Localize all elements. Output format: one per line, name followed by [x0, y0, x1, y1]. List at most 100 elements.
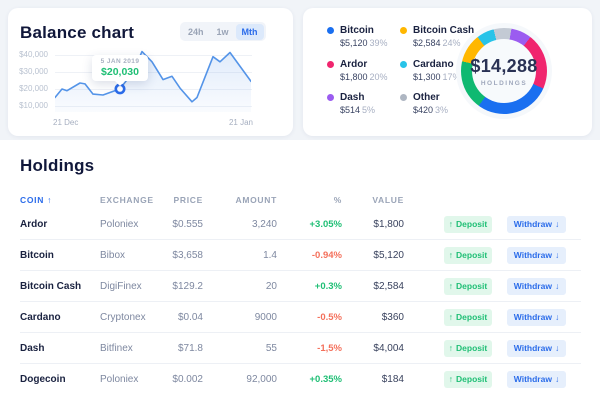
arrow-down-icon: ↓ [554, 250, 560, 260]
legend-item-ardor: Ardor $1,800 20% [327, 58, 400, 92]
legend-coin-name: Ardor [340, 58, 368, 70]
column-header-exchange[interactable]: EXCHANGE [100, 195, 160, 205]
withdraw-button[interactable]: Withdraw ↓ [507, 215, 566, 233]
legend-percent: 20% [369, 71, 388, 82]
coin-name: Bitcoin Cash [20, 280, 82, 292]
row-actions: ↑ Deposit Withdraw ↓ [404, 308, 581, 326]
column-header-coin[interactable]: COIN ↑ [20, 195, 100, 205]
sort-asc-icon: ↑ [47, 194, 53, 205]
portfolio-card: Bitcoin $5,120 39% Bitcoin Cash $2,584 24% Ard… [303, 8, 592, 136]
arrow-down-icon: ↓ [554, 343, 560, 353]
column-label: EXCHANGE [100, 194, 154, 205]
arrow-up-icon: ↑ [448, 219, 454, 229]
table-header-row: COIN ↑ EXCHANGE PRICE AMOUNT% VALUE [20, 190, 581, 209]
withdraw-button[interactable]: Withdraw ↓ [507, 339, 566, 357]
y-axis-tick: $10,000 [19, 101, 48, 110]
holding-value: $2,584 [373, 280, 404, 292]
holding-value: $1,800 [373, 218, 404, 230]
exchange-name: DigiFinex [100, 280, 142, 292]
withdraw-label: Withdraw [513, 374, 552, 384]
deposit-button[interactable]: ↑ Deposit [444, 308, 492, 326]
exchange-name: Poloniex [100, 373, 139, 385]
percent-change: -1,5% [317, 342, 342, 354]
legend-text: Bitcoin $5,120 39% [340, 24, 388, 58]
deposit-button[interactable]: ↑ Deposit [444, 370, 492, 388]
percent-change: +0.35% [309, 373, 343, 385]
arrow-up-icon: ↑ [448, 343, 454, 353]
tab-24h[interactable]: 24h [188, 26, 204, 37]
legend-percent: 24% [442, 38, 461, 48]
coin-amount: 1.4 [263, 249, 277, 261]
legend-value: $1,300 [413, 71, 441, 82]
deposit-button[interactable]: ↑ Deposit [444, 246, 492, 264]
arrow-down-icon: ↓ [554, 281, 560, 291]
legend-value: $514 [340, 105, 361, 115]
row-actions: ↑ Deposit Withdraw ↓ [404, 277, 581, 295]
x-axis-labels: 21 Dec 21 Jan [53, 118, 253, 127]
balance-chart-title: Balance chart [20, 23, 135, 42]
deposit-button[interactable]: ↑ Deposit [444, 339, 492, 357]
legend-value-line: $514 5% [340, 105, 375, 115]
tab-mth[interactable]: Mth [235, 23, 264, 40]
holding-value: $360 [381, 311, 404, 323]
withdraw-label: Withdraw [513, 343, 552, 353]
portfolio-legend: Bitcoin $5,120 39% Bitcoin Cash $2,584 24% Ard… [327, 24, 475, 125]
legend-value-line: $2,584 24% [413, 38, 474, 48]
holding-value: $5,120 [373, 249, 404, 261]
tab-1w[interactable]: 1w [216, 26, 229, 37]
legend-coin-name: Dash [340, 92, 365, 103]
coin-name: Dogecoin [20, 373, 66, 385]
legend-value-line: $1,800 20% [340, 72, 388, 82]
gridline [55, 55, 252, 56]
chart-line [55, 50, 251, 103]
coin-amount: 9000 [254, 311, 277, 323]
withdraw-label: Withdraw [513, 312, 552, 322]
row-actions: ↑ Deposit Withdraw ↓ [404, 339, 581, 357]
balance-chart-card: Balance chart 24h 1w Mth $40,000 $30,000 $20… [8, 8, 293, 136]
coin-name: Dash [20, 342, 45, 354]
percent-change: -0.94% [311, 249, 342, 261]
deposit-button[interactable]: ↑ Deposit [444, 277, 492, 295]
coin-price: $0.04 [177, 311, 203, 323]
withdraw-button[interactable]: Withdraw ↓ [507, 277, 566, 295]
legend-item-dash: Dash $514 5% [327, 91, 400, 125]
column-header-percent[interactable]: % [277, 195, 342, 205]
column-header-price[interactable]: PRICE [160, 195, 203, 205]
balance-line-chart[interactable] [55, 42, 251, 114]
column-header-amount[interactable]: AMOUNT [203, 195, 277, 205]
legend-text: Dash $514 5% [340, 91, 375, 125]
coin-price: $0.002 [172, 373, 203, 385]
table-row: Bitcoin Cash DigiFinex $129.2 20 +0.3% $2,584… [20, 270, 581, 301]
legend-value-line: $420 3% [413, 105, 448, 115]
column-label: % [333, 194, 342, 205]
legend-dot [400, 27, 407, 34]
withdraw-button[interactable]: Withdraw ↓ [507, 370, 566, 388]
legend-percent: 5% [362, 105, 376, 115]
table-row: Dash Bitfinex $71.8 55 -1,5% $4,004 ↑ Deposit Wi… [20, 332, 581, 363]
column-header-value[interactable]: VALUE [342, 195, 404, 205]
legend-coin-name: Bitcoin [340, 25, 374, 36]
coin-name: Bitcoin [20, 249, 54, 261]
percent-change: -0.5% [317, 311, 342, 323]
deposit-button[interactable]: ↑ Deposit [444, 215, 492, 233]
withdraw-button[interactable]: Withdraw ↓ [507, 308, 566, 326]
coin-amount: 55 [265, 342, 277, 354]
legend-value-line: $1,300 17% [413, 72, 461, 82]
y-axis-tick: $40,000 [19, 50, 48, 59]
row-actions: ↑ Deposit Withdraw ↓ [404, 370, 581, 388]
row-actions: ↑ Deposit Withdraw ↓ [404, 215, 581, 233]
legend-coin-name: Bitcoin Cash [413, 25, 475, 36]
legend-value-line: $5,120 39% [340, 38, 388, 48]
legend-item-bitcoin-cash: Bitcoin Cash $2,584 24% [400, 24, 475, 58]
legend-text: Other $420 3% [413, 91, 448, 125]
coin-name: Cardano [20, 311, 61, 323]
coin-price: $3,658 [172, 249, 203, 261]
exchange-name: Poloniex [100, 218, 139, 230]
arrow-down-icon: ↓ [554, 374, 560, 384]
total-holdings-value: $14,288 [470, 55, 538, 76]
row-actions: ↑ Deposit Withdraw ↓ [404, 246, 581, 264]
withdraw-button[interactable]: Withdraw ↓ [507, 246, 566, 264]
withdraw-label: Withdraw [513, 250, 552, 260]
coin-price: $71.8 [177, 342, 203, 354]
